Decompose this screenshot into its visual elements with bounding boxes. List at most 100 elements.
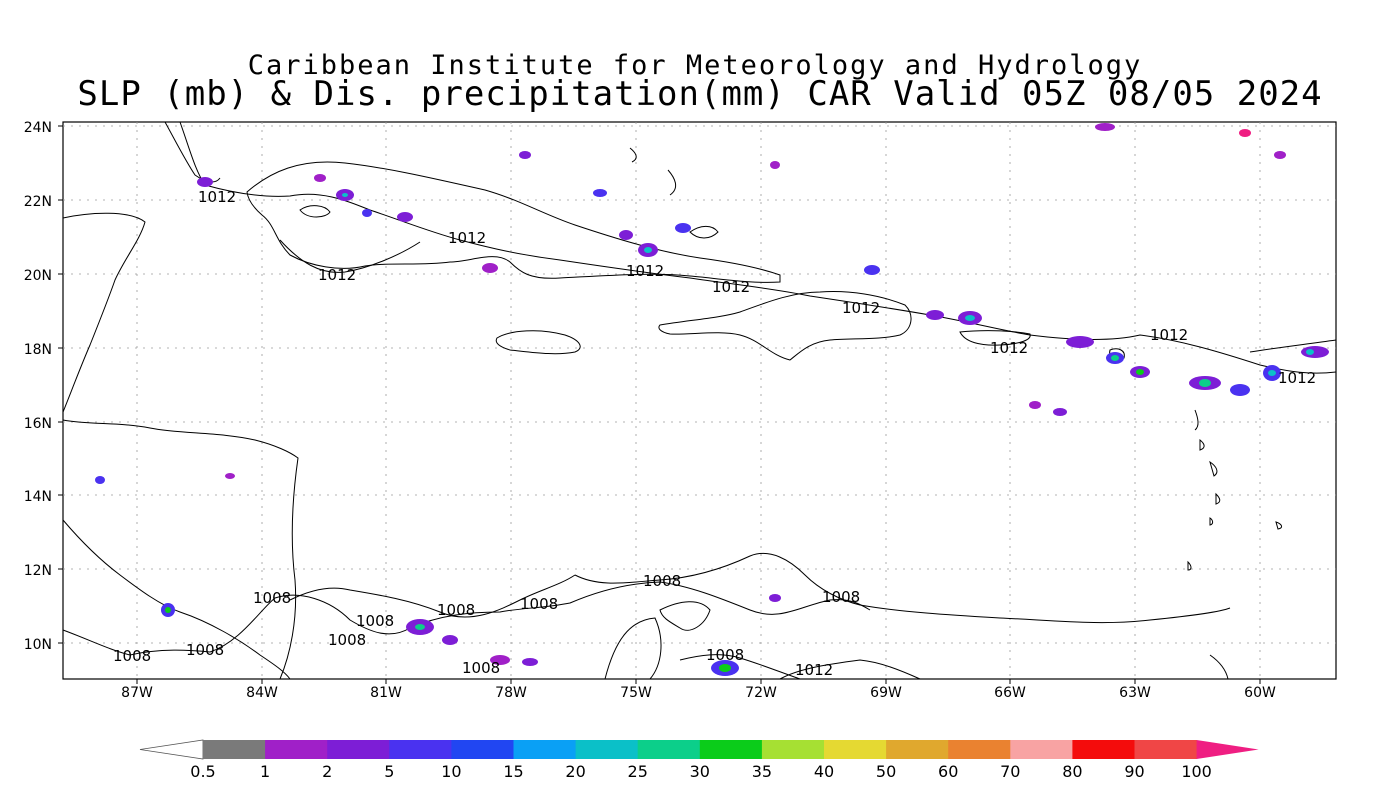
coastline-guajira bbox=[659, 601, 711, 631]
colorbar-label: 2 bbox=[322, 762, 332, 781]
coastlines bbox=[62, 121, 1337, 680]
colorbar-segment bbox=[389, 740, 452, 759]
colorbar-segment bbox=[265, 740, 328, 759]
colorbar-label: 35 bbox=[752, 762, 772, 781]
precip-cell bbox=[519, 151, 531, 159]
isobar-label: 1008 bbox=[462, 659, 500, 677]
latitude-axis: 24N 22N 20N 18N 16N 14N 12N 10N bbox=[24, 120, 52, 653]
colorbar-segment bbox=[699, 740, 763, 759]
coastline-costa-rica bbox=[62, 519, 291, 680]
lon-label: 72W bbox=[745, 685, 777, 701]
coastline-lake-maracaibo bbox=[604, 617, 662, 680]
precip-cell bbox=[619, 230, 633, 240]
coastline-antilles-7 bbox=[1275, 521, 1283, 530]
lon-label: 84W bbox=[246, 685, 278, 701]
colorbar-arrow-high bbox=[1196, 740, 1259, 759]
colorbar-label: 50 bbox=[876, 762, 896, 781]
coastline-puerto-rico bbox=[959, 330, 1031, 346]
isobar-1008-venezuela bbox=[679, 654, 801, 680]
colorbar-segment bbox=[327, 740, 390, 759]
title-product: SLP (mb) & Dis. precipitation(mm) CAR Va… bbox=[77, 74, 1323, 114]
colorbar-label: 90 bbox=[1124, 762, 1144, 781]
precip-cell bbox=[397, 212, 413, 222]
precip-cell bbox=[769, 594, 781, 602]
precip-cell bbox=[1111, 355, 1119, 361]
lon-label: 66W bbox=[994, 685, 1026, 701]
lon-label: 63W bbox=[1119, 685, 1151, 701]
coastline-orinoco bbox=[1209, 654, 1229, 680]
lon-label: 78W bbox=[495, 685, 527, 701]
precip-cell bbox=[644, 247, 652, 253]
colorbar-label: 0.5 bbox=[190, 762, 215, 781]
isobar-1012-venezuela bbox=[779, 659, 921, 680]
isobar-label: 1008 bbox=[113, 647, 151, 665]
coastline-colombia bbox=[574, 552, 1231, 624]
isobar-lines bbox=[62, 121, 1337, 680]
colorbar-arrow-low bbox=[139, 739, 204, 760]
coastline-antilles-1 bbox=[1194, 409, 1199, 431]
precip-cell bbox=[965, 315, 975, 321]
lon-label: 87W bbox=[121, 685, 153, 701]
map-frame bbox=[62, 121, 1337, 680]
coastline-bahamas-2 bbox=[667, 169, 677, 196]
colorbar-label: 25 bbox=[628, 762, 648, 781]
precip-cell bbox=[593, 189, 607, 197]
lat-label: 22N bbox=[24, 194, 52, 210]
colorbar-label: 10 bbox=[441, 762, 461, 781]
isobar-1012-cuba bbox=[279, 239, 421, 273]
precip-cell bbox=[1306, 349, 1314, 355]
isobar-label: 1012 bbox=[448, 229, 486, 247]
coastline-antilles-3 bbox=[1209, 460, 1218, 477]
isobar-label: 1012 bbox=[1278, 369, 1316, 387]
title-institute: Caribbean Institute for Meteorology and … bbox=[247, 50, 1143, 81]
colorbar: 0.5 1 2 5 10 15 20 25 30 35 40 50 60 70 80 90 100 bbox=[139, 739, 1259, 781]
colorbar-segment bbox=[824, 740, 887, 759]
coastline-antilles-6 bbox=[1187, 560, 1192, 571]
isobar-label: 1012 bbox=[712, 278, 750, 296]
graticule bbox=[58, 122, 1336, 684]
isobar-label: 1012 bbox=[842, 299, 880, 317]
lat-label: 14N bbox=[24, 489, 52, 505]
isobar-label: 1008 bbox=[520, 595, 558, 613]
precip-cell bbox=[482, 263, 498, 273]
isobar-label: 1008 bbox=[356, 612, 394, 630]
precip-cell bbox=[675, 223, 691, 233]
coastline-antilles-2 bbox=[1199, 438, 1205, 451]
coastline-cuba bbox=[246, 161, 781, 283]
isobar-1012-north bbox=[179, 121, 1337, 374]
precip-cell bbox=[442, 635, 458, 645]
colorbar-segment bbox=[761, 740, 825, 759]
colorbar-segment bbox=[451, 740, 514, 759]
longitude-axis: 87W 84W 81W 78W 75W 72W 69W 66W 63W 60W bbox=[121, 685, 1276, 701]
precip-cell bbox=[1274, 151, 1286, 159]
lat-label: 12N bbox=[24, 563, 52, 579]
precip-cell bbox=[314, 174, 326, 182]
colorbar-label: 1 bbox=[260, 762, 270, 781]
lat-label: 20N bbox=[24, 268, 52, 284]
precip-cell bbox=[1239, 129, 1251, 137]
lat-label: 10N bbox=[24, 637, 52, 653]
coastline-panama bbox=[289, 574, 576, 618]
isobar-label: 1012 bbox=[626, 262, 664, 280]
isobar-label: 1008 bbox=[186, 641, 224, 659]
precip-cell bbox=[1029, 401, 1041, 409]
lon-label: 81W bbox=[370, 685, 402, 701]
isobar-label: 1008 bbox=[822, 588, 860, 606]
colorbar-segment bbox=[575, 740, 639, 759]
isobar-label: 1012 bbox=[198, 188, 236, 206]
precip-cell bbox=[522, 658, 538, 666]
coastline-antilles-5 bbox=[1209, 517, 1214, 526]
precip-cell bbox=[415, 624, 425, 630]
colorbar-segment bbox=[513, 740, 577, 759]
colorbar-label: 30 bbox=[690, 762, 710, 781]
isobar-label: 1012 bbox=[990, 339, 1028, 357]
lon-label: 60W bbox=[1244, 685, 1276, 701]
precip-cell bbox=[926, 310, 944, 320]
isobar-label: 1008 bbox=[253, 589, 291, 607]
precip-cell bbox=[225, 473, 235, 479]
coastline-bahamas-1 bbox=[629, 147, 637, 163]
precip-cell bbox=[1136, 369, 1144, 375]
colorbar-label: 15 bbox=[503, 762, 523, 781]
precip-cell bbox=[1230, 384, 1250, 396]
